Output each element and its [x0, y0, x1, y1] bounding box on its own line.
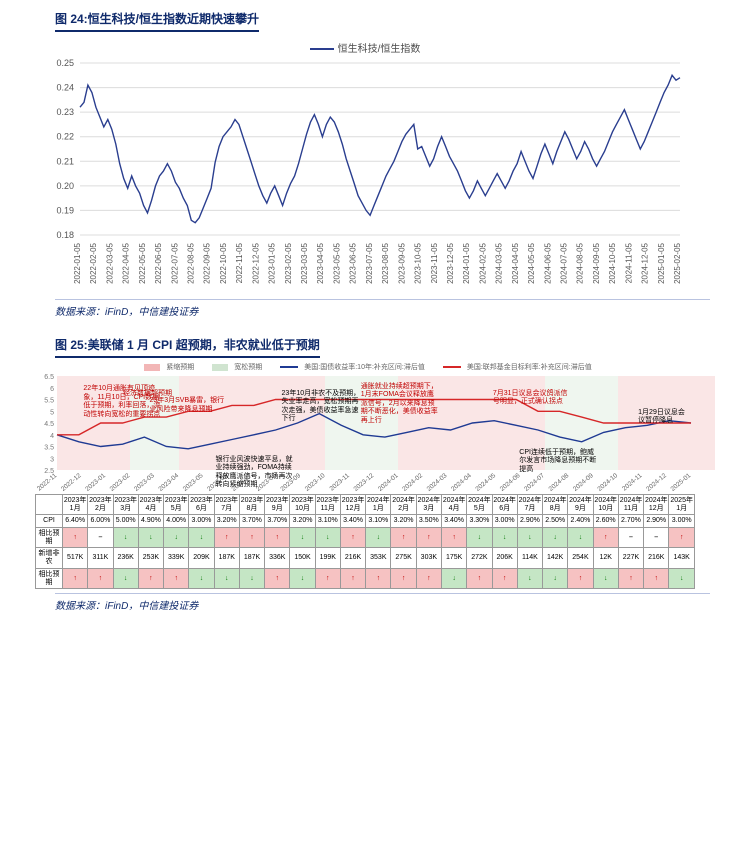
svg-text:2024-06: 2024-06 — [499, 472, 522, 492]
svg-text:2024-10: 2024-10 — [596, 472, 619, 492]
svg-text:2022-08-05: 2022-08-05 — [187, 242, 196, 283]
svg-text:2023-11: 2023-11 — [328, 472, 351, 492]
svg-text:2022-11-05: 2022-11-05 — [235, 242, 244, 283]
svg-text:0.19: 0.19 — [56, 205, 74, 215]
svg-text:2023-07-05: 2023-07-05 — [365, 242, 374, 283]
fig25-legend: 紧缩预期宽松预期美国:国债收益率:10年:补充区间:滞后值美国:联邦基金目标利率… — [20, 362, 710, 372]
fig25-source: 数据来源：iFinD，中信建投证券 — [55, 593, 710, 612]
svg-text:0.25: 0.25 — [56, 58, 74, 68]
svg-text:4.5: 4.5 — [44, 421, 54, 428]
svg-text:2023-06-05: 2023-06-05 — [349, 242, 358, 283]
svg-text:2023-11-05: 2023-11-05 — [430, 242, 439, 283]
svg-text:2023-04-05: 2023-04-05 — [316, 242, 325, 283]
svg-text:0.21: 0.21 — [56, 156, 74, 166]
svg-text:2024-02-05: 2024-02-05 — [478, 242, 487, 283]
svg-text:2024-03-05: 2024-03-05 — [495, 242, 504, 283]
svg-text:2024-04-05: 2024-04-05 — [511, 242, 520, 283]
svg-text:2024-09: 2024-09 — [572, 472, 595, 492]
svg-text:2024-07: 2024-07 — [523, 472, 546, 492]
svg-text:2022-07-05: 2022-07-05 — [170, 242, 179, 283]
svg-text:2024-02: 2024-02 — [401, 472, 424, 492]
svg-text:2023-05-05: 2023-05-05 — [332, 242, 341, 283]
svg-text:2022-06-05: 2022-06-05 — [154, 242, 163, 283]
svg-text:2022-04-05: 2022-04-05 — [122, 242, 131, 283]
svg-text:2023-12-05: 2023-12-05 — [446, 242, 455, 283]
fig24-source: 数据来源：iFinD，中信建投证券 — [55, 299, 710, 318]
svg-text:2024-10-05: 2024-10-05 — [608, 242, 617, 283]
svg-text:2022-01-05: 2022-01-05 — [73, 242, 82, 283]
svg-text:2024-11-05: 2024-11-05 — [624, 242, 633, 283]
svg-text:2024-03: 2024-03 — [426, 472, 449, 492]
svg-text:0.24: 0.24 — [56, 83, 74, 93]
svg-text:2023-02: 2023-02 — [109, 472, 132, 492]
svg-text:3: 3 — [50, 456, 54, 463]
svg-text:2022-12-05: 2022-12-05 — [251, 242, 260, 283]
svg-text:2024-01-05: 2024-01-05 — [462, 242, 471, 283]
fig24-chart: 0.18 0.19 0.20 0.21 0.22 0.23 0.24 0.25 2022-01-… — [40, 55, 690, 295]
svg-text:6: 6 — [50, 386, 54, 393]
fig25-title: 图 25:美联储 1 月 CPI 超预期，非农就业低于预期 — [55, 336, 320, 358]
svg-text:2022-09-05: 2022-09-05 — [203, 242, 212, 283]
svg-text:2022-02-05: 2022-02-05 — [89, 242, 98, 283]
svg-text:5.5: 5.5 — [44, 398, 54, 405]
svg-text:3.5: 3.5 — [44, 445, 54, 452]
svg-text:2025-01-05: 2025-01-05 — [657, 242, 666, 283]
svg-text:2022-10-05: 2022-10-05 — [219, 242, 228, 283]
fig24-legend: 恒生科技/恒生指数 — [20, 36, 710, 55]
svg-text:2023-01-05: 2023-01-05 — [268, 242, 277, 283]
svg-text:2023-02-05: 2023-02-05 — [284, 242, 293, 283]
svg-text:4: 4 — [50, 433, 54, 440]
fig25-chart: 2.533.544.555.566.52022-112022-122023-01… — [35, 372, 695, 492]
svg-text:2024-05-05: 2024-05-05 — [527, 242, 536, 283]
svg-text:2023-01: 2023-01 — [84, 472, 107, 492]
svg-text:2024-07-05: 2024-07-05 — [559, 242, 568, 283]
fig24-title: 图 24:恒生科技/恒生指数近期快速攀升 — [55, 10, 259, 32]
svg-text:0.23: 0.23 — [56, 107, 74, 117]
svg-text:2023-12: 2023-12 — [353, 472, 376, 492]
svg-text:0.20: 0.20 — [56, 181, 74, 191]
svg-text:2024-08-05: 2024-08-05 — [576, 242, 585, 283]
svg-text:2023-03: 2023-03 — [133, 472, 156, 492]
svg-text:2024-08: 2024-08 — [548, 472, 571, 492]
svg-text:0.22: 0.22 — [56, 132, 74, 142]
svg-text:2024-05: 2024-05 — [474, 472, 497, 492]
svg-text:2024-09-05: 2024-09-05 — [592, 242, 601, 283]
svg-text:2022-05-05: 2022-05-05 — [138, 242, 147, 283]
svg-text:0.18: 0.18 — [56, 230, 74, 240]
svg-text:2024-11: 2024-11 — [621, 472, 644, 492]
svg-text:2024-06-05: 2024-06-05 — [543, 242, 552, 283]
svg-text:5: 5 — [50, 409, 54, 416]
svg-text:2025-01: 2025-01 — [670, 472, 693, 492]
fig25-table: 2023年1月2023年2月2023年3月2023年4月2023年5月2023年… — [35, 494, 695, 589]
svg-text:2025-02-05: 2025-02-05 — [673, 242, 682, 283]
svg-text:2023-04: 2023-04 — [157, 472, 180, 492]
svg-text:2024-12: 2024-12 — [645, 472, 668, 492]
svg-text:2024-12-05: 2024-12-05 — [641, 242, 650, 283]
svg-text:2022-12: 2022-12 — [60, 472, 83, 492]
svg-text:2023-09-05: 2023-09-05 — [397, 242, 406, 283]
svg-text:2023-05: 2023-05 — [182, 472, 205, 492]
svg-text:2023-03-05: 2023-03-05 — [300, 242, 309, 283]
svg-text:2024-04: 2024-04 — [450, 472, 473, 492]
svg-text:2023-08-05: 2023-08-05 — [381, 242, 390, 283]
svg-text:2024-01: 2024-01 — [377, 472, 400, 492]
svg-text:2023-10-05: 2023-10-05 — [414, 242, 423, 283]
svg-text:2023-10: 2023-10 — [304, 472, 327, 492]
svg-text:2022-03-05: 2022-03-05 — [105, 242, 114, 283]
svg-text:6.5: 6.5 — [44, 374, 54, 381]
